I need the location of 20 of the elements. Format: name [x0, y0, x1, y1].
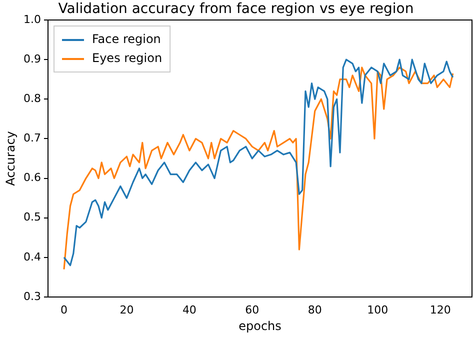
y-tick-label: 0.9: [24, 52, 41, 66]
x-tick-label: 0: [60, 303, 68, 316]
x-tick-label: 20: [120, 303, 134, 316]
y-tick-label: 0.7: [24, 132, 41, 145]
y-axis-title: Accuracy: [3, 131, 18, 186]
legend-label: Face region: [92, 32, 161, 46]
x-tick-label: 80: [308, 303, 322, 316]
y-tick-label: 0.3: [24, 290, 41, 303]
legend-label: Eyes region: [92, 51, 162, 66]
x-tick-label: 120: [430, 303, 451, 316]
y-tick-label: 0.6: [24, 171, 41, 184]
y-tick-label: 0.4: [24, 250, 41, 264]
x-axis-title: epochs: [238, 318, 282, 333]
y-tick-label: 0.8: [24, 92, 41, 105]
y-tick-label: 1.0: [24, 12, 41, 26]
x-tick-label: 40: [182, 303, 196, 316]
x-tick-label: 100: [367, 303, 388, 316]
chart-title: Validation accuracy from face region vs eye region: [58, 1, 414, 18]
x-tick-label: 60: [245, 303, 260, 316]
y-tick-label: 0.5: [24, 210, 41, 224]
